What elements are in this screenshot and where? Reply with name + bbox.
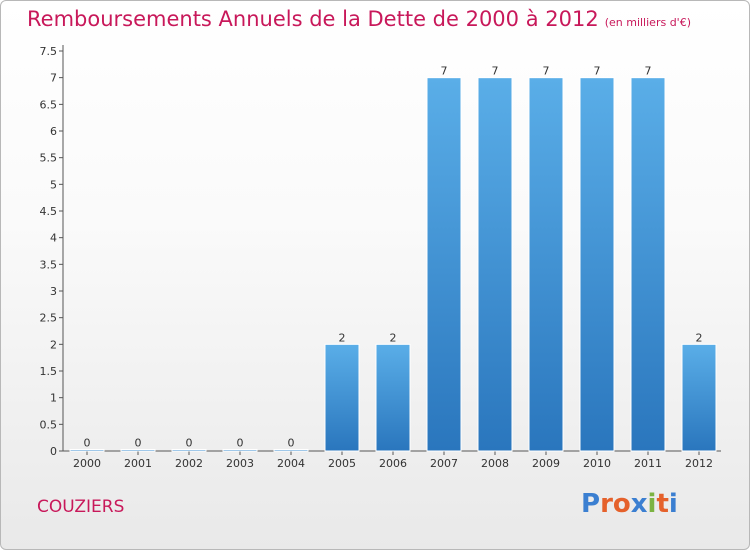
y-tick-label: 5.5: [40, 152, 58, 165]
bar: [273, 449, 309, 452]
y-tick-label: 6.5: [40, 98, 58, 111]
commune-name: COUZIERS: [37, 497, 125, 517]
chart-title-text: Remboursements Annuels de la Dette de 20…: [27, 7, 599, 31]
proxiti-logo: Proxiti: [581, 489, 678, 519]
bar: [375, 343, 411, 452]
x-tick-label: 2001: [124, 457, 152, 470]
data-label: 7: [543, 65, 550, 78]
bar: [222, 449, 258, 452]
x-tick-label: 2004: [277, 457, 305, 470]
y-tick-label: 1.5: [40, 365, 58, 378]
bar: [120, 449, 156, 452]
x-tick-label: 2007: [430, 457, 458, 470]
x-tick-label: 2005: [328, 457, 356, 470]
y-tick-label: 4.5: [40, 205, 58, 218]
data-label: 0: [237, 437, 244, 450]
bar: [477, 77, 513, 452]
data-label: 2: [390, 331, 397, 344]
x-tick-label: 2008: [481, 457, 509, 470]
chart-subtitle: (en milliers d'€): [604, 16, 691, 29]
x-tick-label: 2006: [379, 457, 407, 470]
data-label: 7: [645, 65, 652, 78]
bar: [681, 343, 717, 452]
bar: [630, 77, 666, 452]
bar: [579, 77, 615, 452]
y-tick-label: 4: [50, 232, 57, 245]
y-tick-label: 3.5: [40, 258, 58, 271]
y-tick-label: 0.5: [40, 418, 58, 431]
data-label: 7: [441, 65, 448, 78]
data-label: 0: [186, 437, 193, 450]
data-label: 0: [135, 437, 142, 450]
data-label: 0: [84, 437, 91, 450]
y-tick-label: 0: [50, 445, 57, 458]
y-tick-label: 5: [50, 178, 57, 191]
x-tick-label: 2010: [583, 457, 611, 470]
bar: [69, 449, 105, 452]
y-tick-label: 2.5: [40, 312, 58, 325]
data-label: 2: [696, 331, 703, 344]
data-label: 7: [594, 65, 601, 78]
x-tick-label: 2003: [226, 457, 254, 470]
x-tick-label: 2002: [175, 457, 203, 470]
data-label: 7: [492, 65, 499, 78]
y-tick-label: 7: [50, 72, 57, 85]
bar: [324, 343, 360, 452]
y-tick-label: 2: [50, 338, 57, 351]
x-tick-label: 2012: [685, 457, 713, 470]
bar: [528, 77, 564, 452]
data-label: 0: [288, 437, 295, 450]
x-tick-label: 2000: [73, 457, 101, 470]
y-tick-label: 6: [50, 125, 57, 138]
bar: [426, 77, 462, 452]
chart-title: Remboursements Annuels de la Dette de 20…: [27, 7, 691, 31]
y-tick-label: 7.5: [40, 45, 58, 58]
x-tick-label: 2011: [634, 457, 662, 470]
y-tick-label: 1: [50, 392, 57, 405]
x-tick-label: 2009: [532, 457, 560, 470]
bar: [171, 449, 207, 452]
y-tick-label: 3: [50, 285, 57, 298]
data-label: 2: [339, 331, 346, 344]
